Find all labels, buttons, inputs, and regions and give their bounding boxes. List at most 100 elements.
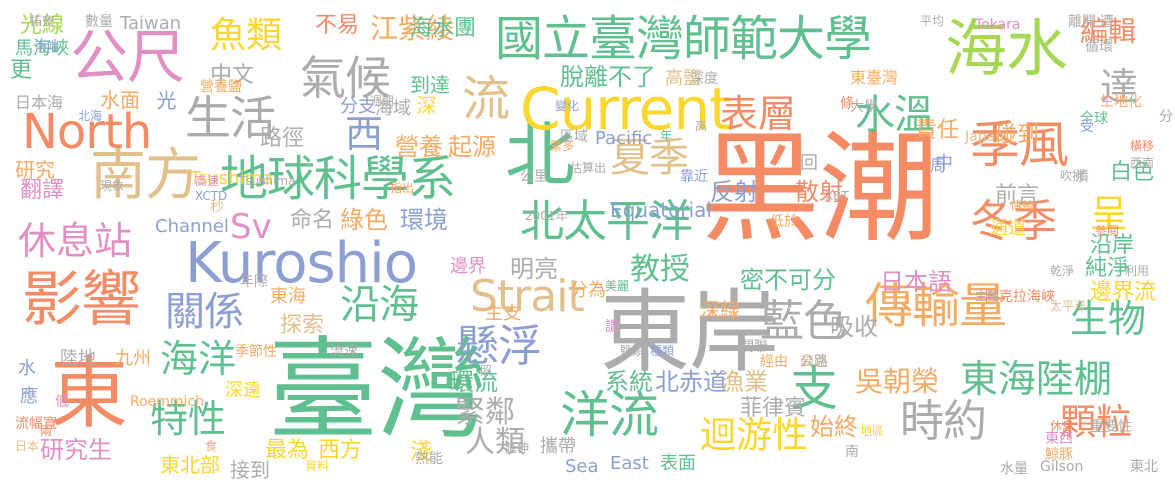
cloud-word-79: 邊界流	[1090, 280, 1157, 305]
cloud-word-139: 流速	[330, 344, 358, 360]
cloud-word-77: 始終	[810, 413, 858, 441]
cloud-word-30: 懸浮	[455, 321, 542, 372]
cloud-word-189: 週期	[370, 94, 395, 108]
cloud-word-25: 夏季	[610, 135, 689, 181]
cloud-word-99: 高鹽	[665, 68, 701, 89]
cloud-word-34: 海洋	[160, 337, 237, 381]
cloud-word-19: 支	[790, 361, 838, 417]
cloud-word-131: XCTD	[195, 189, 228, 203]
cloud-word-104: East	[610, 453, 649, 474]
cloud-word-56: 起源	[448, 133, 496, 161]
cloud-word-168: 高	[695, 119, 708, 133]
cloud-word-41: 生物	[1070, 297, 1147, 341]
cloud-word-182: 食	[205, 439, 218, 453]
cloud-word-147: 遭	[1100, 14, 1114, 30]
cloud-word-185: 現象	[100, 179, 125, 193]
cloud-word-148: 橫移	[1130, 139, 1155, 153]
cloud-word-43: 呈	[1090, 192, 1129, 236]
cloud-word-153: 生地化	[1100, 94, 1142, 110]
cloud-word-16: 傳輸量	[865, 278, 1007, 334]
cloud-word-49: 江紫綾	[370, 12, 455, 45]
cloud-word-69: 前言	[995, 183, 1040, 208]
cloud-word-38: 迴游性	[700, 415, 809, 456]
cloud-word-166: 年際	[240, 274, 268, 290]
cloud-word-199: 關聯	[740, 339, 768, 355]
cloud-word-190: 南端	[35, 39, 60, 53]
cloud-word-29: 藍色	[760, 296, 847, 347]
cloud-word-134: Gilson	[1040, 459, 1084, 475]
cloud-word-97: 到達	[410, 73, 450, 97]
cloud-word-82: 海水團	[410, 16, 477, 41]
cloud-word-176: 種類	[650, 344, 675, 358]
cloud-word-165: 日本	[15, 439, 40, 453]
cloud-word-59: 綠色	[340, 206, 388, 234]
cloud-word-194: 南	[845, 444, 859, 460]
cloud-word-98: 深	[413, 95, 437, 115]
cloud-word-26: 冬季	[970, 196, 1057, 247]
cloud-word-141: 鯨豚	[1045, 447, 1073, 463]
cloud-word-115: 東海	[270, 286, 306, 307]
cloud-word-44: 教授	[630, 252, 690, 287]
cloud-word-67: 白色	[1110, 160, 1155, 185]
cloud-word-81: 菲律賓	[740, 396, 807, 421]
cloud-word-142: 水量	[1000, 461, 1028, 477]
cloud-word-105: Taiwan	[120, 13, 182, 34]
cloud-word-151: 受	[1080, 119, 1094, 135]
cloud-word-121: 通道	[990, 218, 1026, 239]
cloud-word-106: 分支	[340, 96, 376, 117]
cloud-word-74: 環流	[450, 368, 498, 396]
cloud-word-10: 南方	[90, 143, 201, 208]
cloud-word-143: 東北	[1130, 459, 1158, 475]
cloud-word-15: 流	[462, 71, 510, 127]
cloud-word-71: 碰到	[995, 123, 1040, 148]
cloud-word-154: 吹拂	[1060, 169, 1085, 183]
cloud-word-31: 沿海	[340, 282, 419, 328]
cloud-word-118: 分為	[570, 280, 606, 301]
cloud-word-171: 周	[930, 156, 947, 175]
cloud-word-78: 吸收	[830, 313, 878, 341]
cloud-word-120: 深遠	[225, 380, 261, 401]
cloud-word-58: 環境	[400, 206, 448, 234]
cloud-word-92: 淺	[410, 440, 433, 465]
cloud-word-100: Pacific	[595, 128, 653, 149]
cloud-word-5: 海水	[945, 12, 1068, 85]
cloud-word-61: 命名	[290, 208, 335, 233]
cloud-word-87: 沿岸	[1090, 233, 1135, 258]
cloud-word-122: 重要性	[1090, 419, 1132, 435]
cloud-word-21: 生活	[185, 91, 276, 145]
cloud-word-170: 條	[840, 96, 854, 112]
cloud-word-125: 東臺灣	[850, 68, 899, 87]
cloud-word-123: 海域	[375, 98, 411, 119]
cloud-word-80: 明亮	[510, 255, 558, 283]
cloud-word-196: 美麗	[605, 279, 630, 293]
cloud-word-180: 估算出	[570, 161, 607, 175]
cloud-word-73: 北赤道	[655, 368, 727, 396]
cloud-word-94: 攜帶	[540, 436, 576, 457]
cloud-word-158: 太平洋	[1050, 299, 1087, 313]
cloud-word-36: 水溫	[855, 92, 934, 138]
cloud-word-192: 地區	[860, 424, 885, 438]
cloud-word-145: 循環	[1085, 39, 1113, 55]
cloud-word-191: 拓寬	[30, 14, 55, 28]
cloud-word-18: Strait	[470, 271, 585, 322]
cloud-word-28: 時約	[900, 396, 987, 447]
cloud-word-22: 休息站	[18, 219, 133, 263]
cloud-word-20: 氣候	[300, 51, 391, 105]
cloud-word-11: 地球科學系	[220, 151, 456, 207]
cloud-word-187: 兩	[40, 424, 53, 438]
cloud-word-70: 責任	[915, 118, 960, 143]
cloud-word-62: 探索	[280, 313, 325, 338]
cloud-word-156: 乾淨	[1050, 264, 1075, 278]
cloud-word-14: 國立臺灣師範大學	[495, 11, 872, 67]
cloud-word-3: 北	[505, 114, 575, 196]
cloud-word-110: 九州	[115, 348, 151, 369]
cloud-word-198: 大學	[850, 99, 878, 115]
cloud-word-136: 公里	[520, 169, 548, 185]
cloud-word-89: 深線	[700, 298, 740, 322]
cloud-word-45: 緊鄰	[455, 395, 515, 430]
cloud-word-149: 西南	[1130, 156, 1155, 170]
cloud-word-27: 東海陸棚	[960, 357, 1113, 401]
cloud-word-1: 臺灣	[268, 326, 487, 454]
cloud-word-193: 傳輸	[1010, 199, 1035, 213]
cloud-word-96: 表面	[660, 453, 696, 474]
